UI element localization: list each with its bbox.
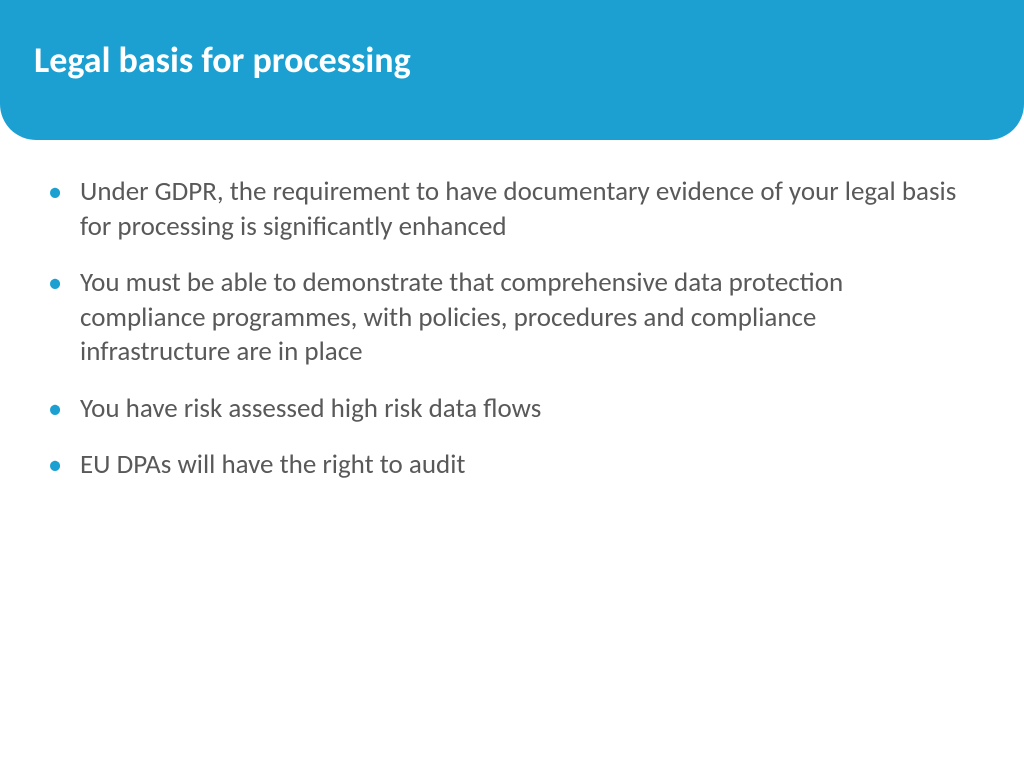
list-item: You have risk assessed high risk data fl… bbox=[44, 392, 968, 427]
slide: Legal basis for processing Under GDPR, t… bbox=[0, 0, 1024, 768]
list-item: You must be able to demonstrate that com… bbox=[44, 266, 968, 370]
slide-header: Legal basis for processing bbox=[0, 0, 1024, 140]
list-item: EU DPAs will have the right to audit bbox=[44, 448, 968, 483]
slide-title: Legal basis for processing bbox=[34, 38, 411, 82]
list-item: Under GDPR, the requirement to have docu… bbox=[44, 175, 968, 244]
bullet-list: Under GDPR, the requirement to have docu… bbox=[44, 175, 968, 483]
slide-body: Under GDPR, the requirement to have docu… bbox=[44, 175, 968, 505]
